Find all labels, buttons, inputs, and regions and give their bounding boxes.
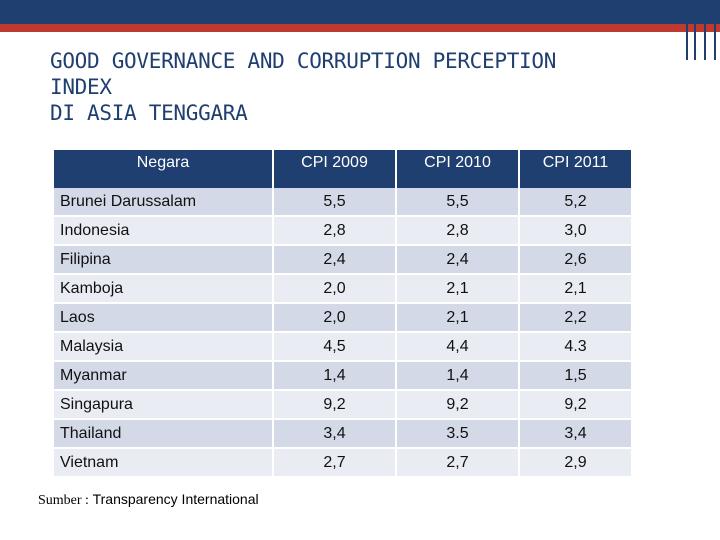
country-cell: Thailand (54, 420, 274, 449)
cpi-2009-cell: 4,5 (274, 333, 397, 362)
cpi-table: Negara CPI 2009 CPI 2010 CPI 2011 Brunei… (54, 150, 631, 478)
header-cpi-2009: CPI 2009 (274, 150, 397, 188)
cpi-2011-cell: 9,2 (520, 391, 631, 420)
country-cell: Filipina (54, 246, 274, 275)
table-row: Indonesia 2,8 2,8 3,0 (54, 217, 631, 246)
title-line-3: DI ASIA TENGGARA (50, 101, 248, 125)
table-row: Laos 2,0 2,1 2,2 (54, 304, 631, 333)
cpi-2009-cell: 5,5 (274, 188, 397, 217)
cpi-2010-cell: 9,2 (397, 391, 520, 420)
source-label: Sumber : (38, 493, 89, 508)
country-cell: Laos (54, 304, 274, 333)
country-cell: Indonesia (54, 217, 274, 246)
cpi-2010-cell: 4,4 (397, 333, 520, 362)
cpi-2009-cell: 2,8 (274, 217, 397, 246)
table-row: Brunei Darussalam 5,5 5,5 5,2 (54, 188, 631, 217)
header-cpi-2011: CPI 2011 (520, 150, 631, 188)
source-note: Sumber : Transparency International (38, 491, 259, 509)
header-cpi-2010: CPI 2010 (397, 150, 520, 188)
cpi-2010-cell: 2,7 (397, 449, 520, 478)
cpi-2011-cell: 4.3 (520, 333, 631, 362)
cpi-2010-cell: 5,5 (397, 188, 520, 217)
top-banner (0, 0, 720, 24)
cpi-2011-cell: 2,6 (520, 246, 631, 275)
cpi-2011-cell: 3,4 (520, 420, 631, 449)
cpi-2009-cell: 1,4 (274, 362, 397, 391)
source-value: Transparency International (92, 491, 259, 507)
cpi-2009-cell: 3,4 (274, 420, 397, 449)
cpi-2011-cell: 2,1 (520, 275, 631, 304)
cpi-2009-cell: 2,7 (274, 449, 397, 478)
table-header-row: Negara CPI 2009 CPI 2010 CPI 2011 (54, 150, 631, 188)
country-cell: Kamboja (54, 275, 274, 304)
table-row: Vietnam 2,7 2,7 2,9 (54, 449, 631, 478)
title-line-1: GOOD GOVERNANCE AND CORRUPTION PERCEPTIO… (50, 49, 557, 73)
cpi-2009-cell: 9,2 (274, 391, 397, 420)
country-cell: Malaysia (54, 333, 274, 362)
cpi-2010-cell: 2,1 (397, 304, 520, 333)
cpi-2009-cell: 2,0 (274, 304, 397, 333)
country-cell: Brunei Darussalam (54, 188, 274, 217)
table-row: Filipina 2,4 2,4 2,6 (54, 246, 631, 275)
cpi-2011-cell: 5,2 (520, 188, 631, 217)
cpi-2011-cell: 1,5 (520, 362, 631, 391)
accent-stripe (0, 24, 720, 32)
title-line-2: INDEX (50, 75, 112, 99)
table-row: Malaysia 4,5 4,4 4.3 (54, 333, 631, 362)
country-cell: Vietnam (54, 449, 274, 478)
cpi-2010-cell: 3.5 (397, 420, 520, 449)
cpi-2010-cell: 2,1 (397, 275, 520, 304)
country-cell: Myanmar (54, 362, 274, 391)
table-row: Singapura 9,2 9,2 9,2 (54, 391, 631, 420)
cpi-2010-cell: 1,4 (397, 362, 520, 391)
cpi-2009-cell: 2,0 (274, 275, 397, 304)
slide-title: GOOD GOVERNANCE AND CORRUPTION PERCEPTIO… (50, 48, 690, 126)
table-row: Thailand 3,4 3.5 3,4 (54, 420, 631, 449)
cpi-2011-cell: 2,2 (520, 304, 631, 333)
cpi-2010-cell: 2,4 (397, 246, 520, 275)
cpi-2011-cell: 2,9 (520, 449, 631, 478)
country-cell: Singapura (54, 391, 274, 420)
header-negara: Negara (54, 150, 274, 188)
table-row: Kamboja 2,0 2,1 2,1 (54, 275, 631, 304)
cpi-2011-cell: 3,0 (520, 217, 631, 246)
cpi-2010-cell: 2,8 (397, 217, 520, 246)
cpi-2009-cell: 2,4 (274, 246, 397, 275)
corner-decoration (684, 0, 720, 60)
table-row: Myanmar 1,4 1,4 1,5 (54, 362, 631, 391)
